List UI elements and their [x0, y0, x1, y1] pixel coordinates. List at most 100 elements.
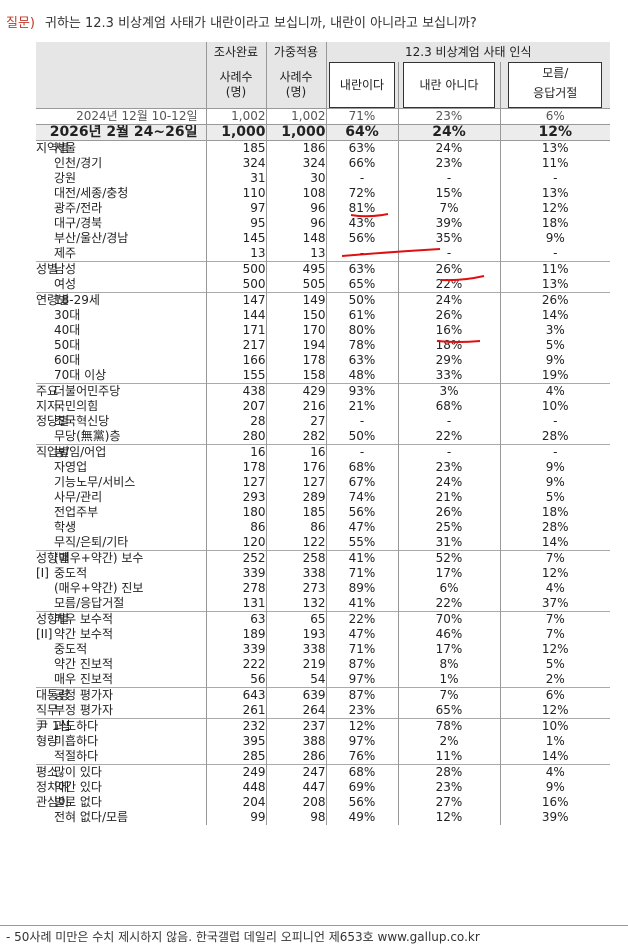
cell-value: 23% — [435, 780, 463, 794]
cell-value: 96 — [310, 216, 326, 230]
cell-value: 13% — [541, 141, 569, 155]
cell-value: 222 — [242, 657, 266, 671]
cell-value: 22% — [348, 612, 376, 626]
cell-value: 2% — [439, 734, 459, 748]
row-label: 약간 있다 — [54, 780, 102, 794]
cell-value: 132 — [302, 596, 326, 610]
cell-value: 9% — [545, 353, 565, 367]
cell-value: 19% — [541, 368, 569, 382]
cell-value: 158 — [302, 368, 326, 382]
cell-value: 11% — [541, 156, 569, 170]
table-row: 전업주부 180 185 56% 26% 18% — [36, 505, 610, 520]
cell-value: 56% — [348, 505, 376, 519]
group-label: 대통령 — [36, 687, 70, 702]
cell-value: 6% — [545, 688, 565, 702]
cell-value: 180 — [242, 505, 266, 519]
group-title: 12.3 비상계엄 사태 인식 — [325, 42, 610, 62]
group-label: 尹 1심 — [36, 718, 71, 733]
cell-value: 176 — [302, 460, 326, 474]
table-row: 학생 86 86 47% 25% 28% — [36, 520, 610, 535]
table-row: 중도적 339 338 71% 17% 12% — [36, 642, 610, 657]
cell-value: 99 — [250, 810, 266, 824]
cell-value: - — [359, 246, 365, 260]
cell-value: 13 — [310, 246, 326, 260]
cell-value: 264 — [302, 703, 326, 717]
cell-value: 67% — [348, 475, 376, 489]
cell-value: 13% — [541, 186, 569, 200]
cell-value: 24% — [435, 293, 463, 307]
cell-value: 28% — [435, 765, 463, 779]
row-label: 남성 — [54, 262, 77, 276]
table-row: 미흡하다 395 388 97% 2% 1% — [36, 734, 610, 749]
cell-value: 24% — [435, 141, 463, 155]
cell-value: 7% — [439, 201, 459, 215]
cell-value: 18% — [435, 338, 463, 352]
cell-value: - — [359, 414, 365, 428]
cell-value: 23% — [348, 703, 376, 717]
cell-value: 61% — [348, 308, 376, 322]
group-label: 성별 — [36, 261, 59, 276]
cell-value: 505 — [302, 277, 326, 291]
table-row: 무직/은퇴/기타 120 122 55% 31% 14% — [36, 535, 610, 551]
cell-value: 207 — [242, 399, 266, 413]
cell-value: 26% — [541, 293, 569, 307]
row-label: 사무/관리 — [54, 490, 103, 504]
row-label: 60대 — [54, 353, 81, 367]
cell-value: 39% — [541, 810, 569, 824]
table-row: 약간 있다 448 447 69% 23% 9% — [36, 780, 610, 795]
cell-value: 289 — [302, 490, 326, 504]
col-weight-header: 가중적용 — [265, 42, 326, 62]
row-label: 자영업 — [54, 460, 88, 474]
cell-value: 500 — [242, 277, 266, 291]
cell-value: 86 — [250, 520, 266, 534]
cell-value: 8% — [439, 657, 459, 671]
cell-value: 63 — [250, 612, 266, 626]
cell-value: 194 — [302, 338, 326, 352]
cell-value: 3% — [439, 384, 459, 398]
group-label: 지지 — [36, 398, 59, 413]
row-label: 많이 있다 — [54, 765, 102, 779]
cell-value: 7% — [545, 551, 565, 565]
row-label: 여성 — [54, 277, 77, 291]
cell-value: 65% — [348, 277, 376, 291]
cell-value: 35% — [435, 231, 463, 245]
cell-value: 189 — [242, 627, 266, 641]
cell-value: 193 — [302, 627, 326, 641]
table-row: 18-29세 147 149 50% 24% 26% — [36, 292, 610, 308]
row-label: 18-29세 — [54, 293, 100, 307]
cell-value: 170 — [302, 323, 326, 337]
cell-value: 178 — [302, 353, 326, 367]
cell-value: 24% — [435, 475, 463, 489]
cell-value: 9% — [545, 231, 565, 245]
cell-value: 28% — [541, 429, 569, 443]
cell-value: 388 — [302, 734, 326, 748]
cell-value: 9% — [545, 475, 565, 489]
cell-value: 178 — [242, 460, 266, 474]
cell-value: 122 — [302, 535, 326, 549]
row-label: (매우+약간) 보수 — [54, 551, 144, 565]
table-row: 70대 이상 155 158 48% 33% 19% — [36, 368, 610, 384]
cell-value: 643 — [242, 688, 266, 702]
cell-value: 5% — [545, 490, 565, 504]
cell-value: 33% — [435, 368, 463, 382]
cell-value: 217 — [242, 338, 266, 352]
cell-value: 438 — [242, 384, 266, 398]
row-label: 학생 — [54, 520, 77, 534]
cell-value: 12% — [541, 642, 569, 656]
survey-table: 조사완료 가중적용 12.3 비상계엄 사태 인식 사례수 (명) 사례수 (명) … — [36, 42, 610, 825]
cell-value: 13 — [250, 246, 266, 260]
cell-value: 5% — [545, 657, 565, 671]
cell-value: 149 — [302, 293, 326, 307]
question-label: 질문) — [6, 16, 35, 31]
cell-value: 21% — [435, 490, 463, 504]
table-row: 사무/관리 293 289 74% 21% 5% — [36, 490, 610, 505]
cell-value: 41% — [348, 596, 376, 610]
cell-value: 56% — [348, 231, 376, 245]
table-row: 60대 166 178 63% 29% 9% — [36, 353, 610, 368]
cell-value: 98 — [310, 810, 326, 824]
cell-value: 9% — [545, 780, 565, 794]
row-label: 모름/응답거절 — [54, 596, 125, 610]
group-label: 정당별 — [36, 413, 70, 428]
cell-value: 47% — [348, 520, 376, 534]
cell-value: 65% — [435, 703, 463, 717]
